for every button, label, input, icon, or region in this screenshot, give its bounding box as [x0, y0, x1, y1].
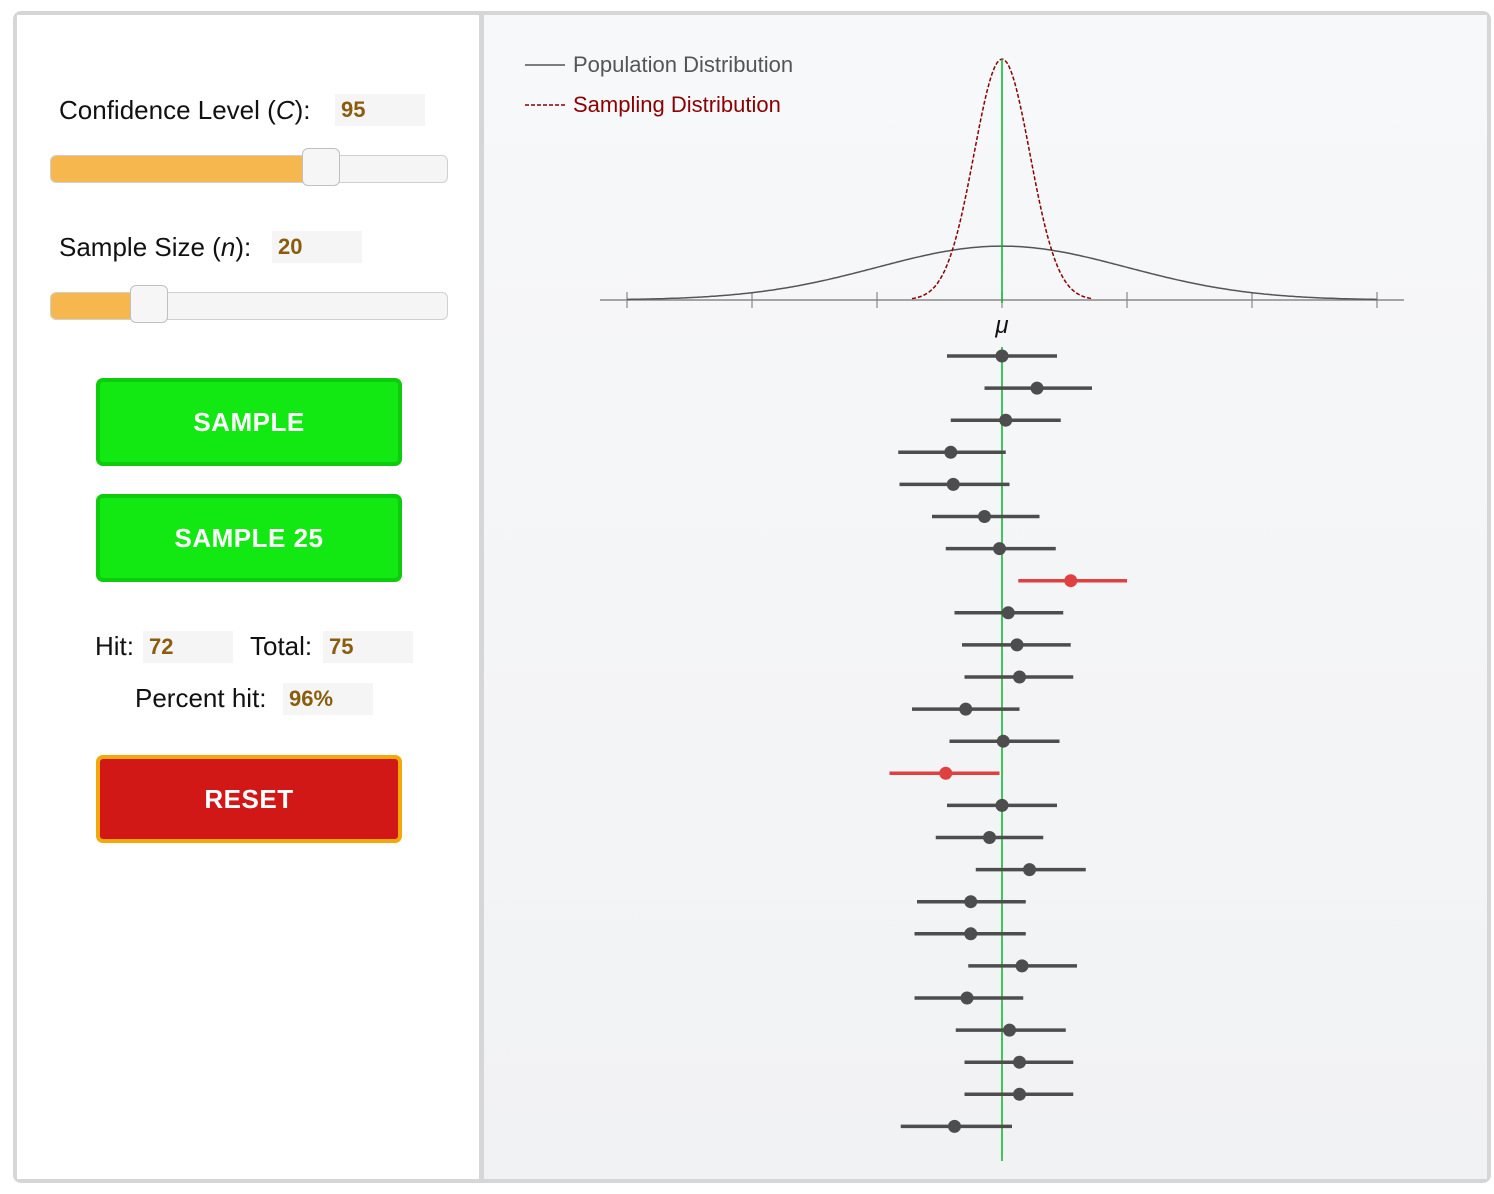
sample-mean-point — [995, 798, 1009, 812]
percent-hit-value: 96% — [283, 683, 373, 715]
confidence-interval-row — [945, 542, 1056, 556]
sample-size-slider[interactable] — [50, 285, 448, 323]
confidence-interval-row — [898, 445, 1006, 459]
confidence-interval-row — [914, 927, 1026, 941]
sampling-legend-label: Sampling Distribution — [573, 92, 781, 117]
sample-25-button[interactable]: SAMPLE 25 — [96, 494, 402, 582]
confidence-level-value[interactable]: 95 — [335, 94, 425, 126]
sample-mean-point — [959, 702, 973, 716]
reset-button[interactable]: RESET — [96, 755, 402, 843]
sample-mean-point — [964, 927, 978, 941]
controls-panel: Confidence Level (C): 95 Sample Size (n)… — [17, 15, 484, 1179]
sample-mean-point — [1010, 638, 1024, 652]
total-value: 75 — [323, 631, 413, 663]
confidence-interval-row — [1018, 574, 1127, 588]
confidence-interval-row — [935, 831, 1044, 844]
visualization-panel: Population Distribution Sampling Distrib… — [484, 15, 1487, 1179]
percent-hit-label: Percent hit: — [135, 683, 267, 713]
sample-mean-point — [993, 542, 1006, 556]
sample-mean-point — [999, 413, 1013, 427]
confidence-slider-thumb[interactable] — [301, 148, 340, 186]
confidence-interval-row — [949, 734, 1060, 748]
sample-size-slider-thumb[interactable] — [129, 285, 168, 323]
sample-mean-point — [1001, 606, 1015, 620]
sample-mean-point — [964, 895, 978, 909]
confidence-interval-row — [900, 1119, 1012, 1133]
sample-mean-point — [1030, 381, 1044, 395]
sample-mean-point — [939, 766, 953, 780]
hit-value: 72 — [143, 631, 233, 663]
confidence-interval-row — [947, 349, 1057, 363]
confidence-interval-row — [947, 798, 1057, 812]
confidence-interval-row — [899, 477, 1010, 491]
confidence-interval-chart: Population Distribution Sampling Distrib… — [525, 52, 1404, 1161]
sample-mean-point — [1013, 1055, 1026, 1069]
confidence-interval-row — [950, 413, 1061, 427]
sample-mean-point — [1023, 863, 1036, 877]
sample-mean-point — [1064, 574, 1078, 588]
confidence-interval-row — [968, 959, 1077, 973]
confidence-level-label: Confidence Level (C): — [59, 95, 311, 125]
confidence-interval-row — [964, 670, 1074, 684]
sample-mean-point — [983, 831, 996, 844]
confidence-interval-row — [975, 863, 1086, 877]
confidence-interval-row — [955, 1023, 1066, 1037]
confidence-interval-row — [964, 1087, 1074, 1101]
confidence-slider-fill — [51, 156, 321, 182]
sample-button[interactable]: SAMPLE — [96, 378, 402, 466]
confidence-interval-row — [964, 1055, 1074, 1069]
sample-size-value[interactable]: 20 — [272, 231, 362, 263]
mu-label: μ — [994, 312, 1008, 339]
confidence-interval-row — [932, 510, 1040, 523]
confidence-interval-row — [889, 766, 1000, 780]
confidence-interval-row — [914, 991, 1024, 1005]
sample-mean-point — [978, 510, 991, 523]
confidence-interval-row — [912, 702, 1020, 716]
population-legend-label: Population Distribution — [573, 52, 793, 77]
confidence-interval-row — [962, 638, 1071, 652]
sample-mean-point — [996, 734, 1010, 748]
sample-mean-point — [948, 1119, 961, 1133]
confidence-interval-row — [917, 895, 1026, 909]
sample-mean-point — [1013, 670, 1026, 684]
sample-mean-point — [944, 445, 958, 459]
sample-mean-point — [960, 991, 974, 1005]
total-label: Total: — [250, 631, 313, 661]
sample-mean-point — [995, 349, 1009, 363]
hit-label: Hit: — [95, 631, 134, 661]
sample-mean-point — [1003, 1023, 1016, 1037]
sample-mean-point — [1015, 959, 1029, 973]
confidence-interval-row — [984, 381, 1092, 395]
sample-mean-point — [946, 477, 960, 491]
sample-mean-point — [1013, 1087, 1026, 1101]
confidence-intervals — [889, 349, 1127, 1133]
chart-legend: Population Distribution Sampling Distrib… — [525, 52, 793, 117]
confidence-interval-row — [954, 606, 1064, 620]
app-frame: Confidence Level (C): 95 Sample Size (n)… — [13, 11, 1491, 1183]
sample-size-label: Sample Size (n): — [59, 232, 252, 262]
confidence-level-slider[interactable] — [50, 148, 448, 186]
